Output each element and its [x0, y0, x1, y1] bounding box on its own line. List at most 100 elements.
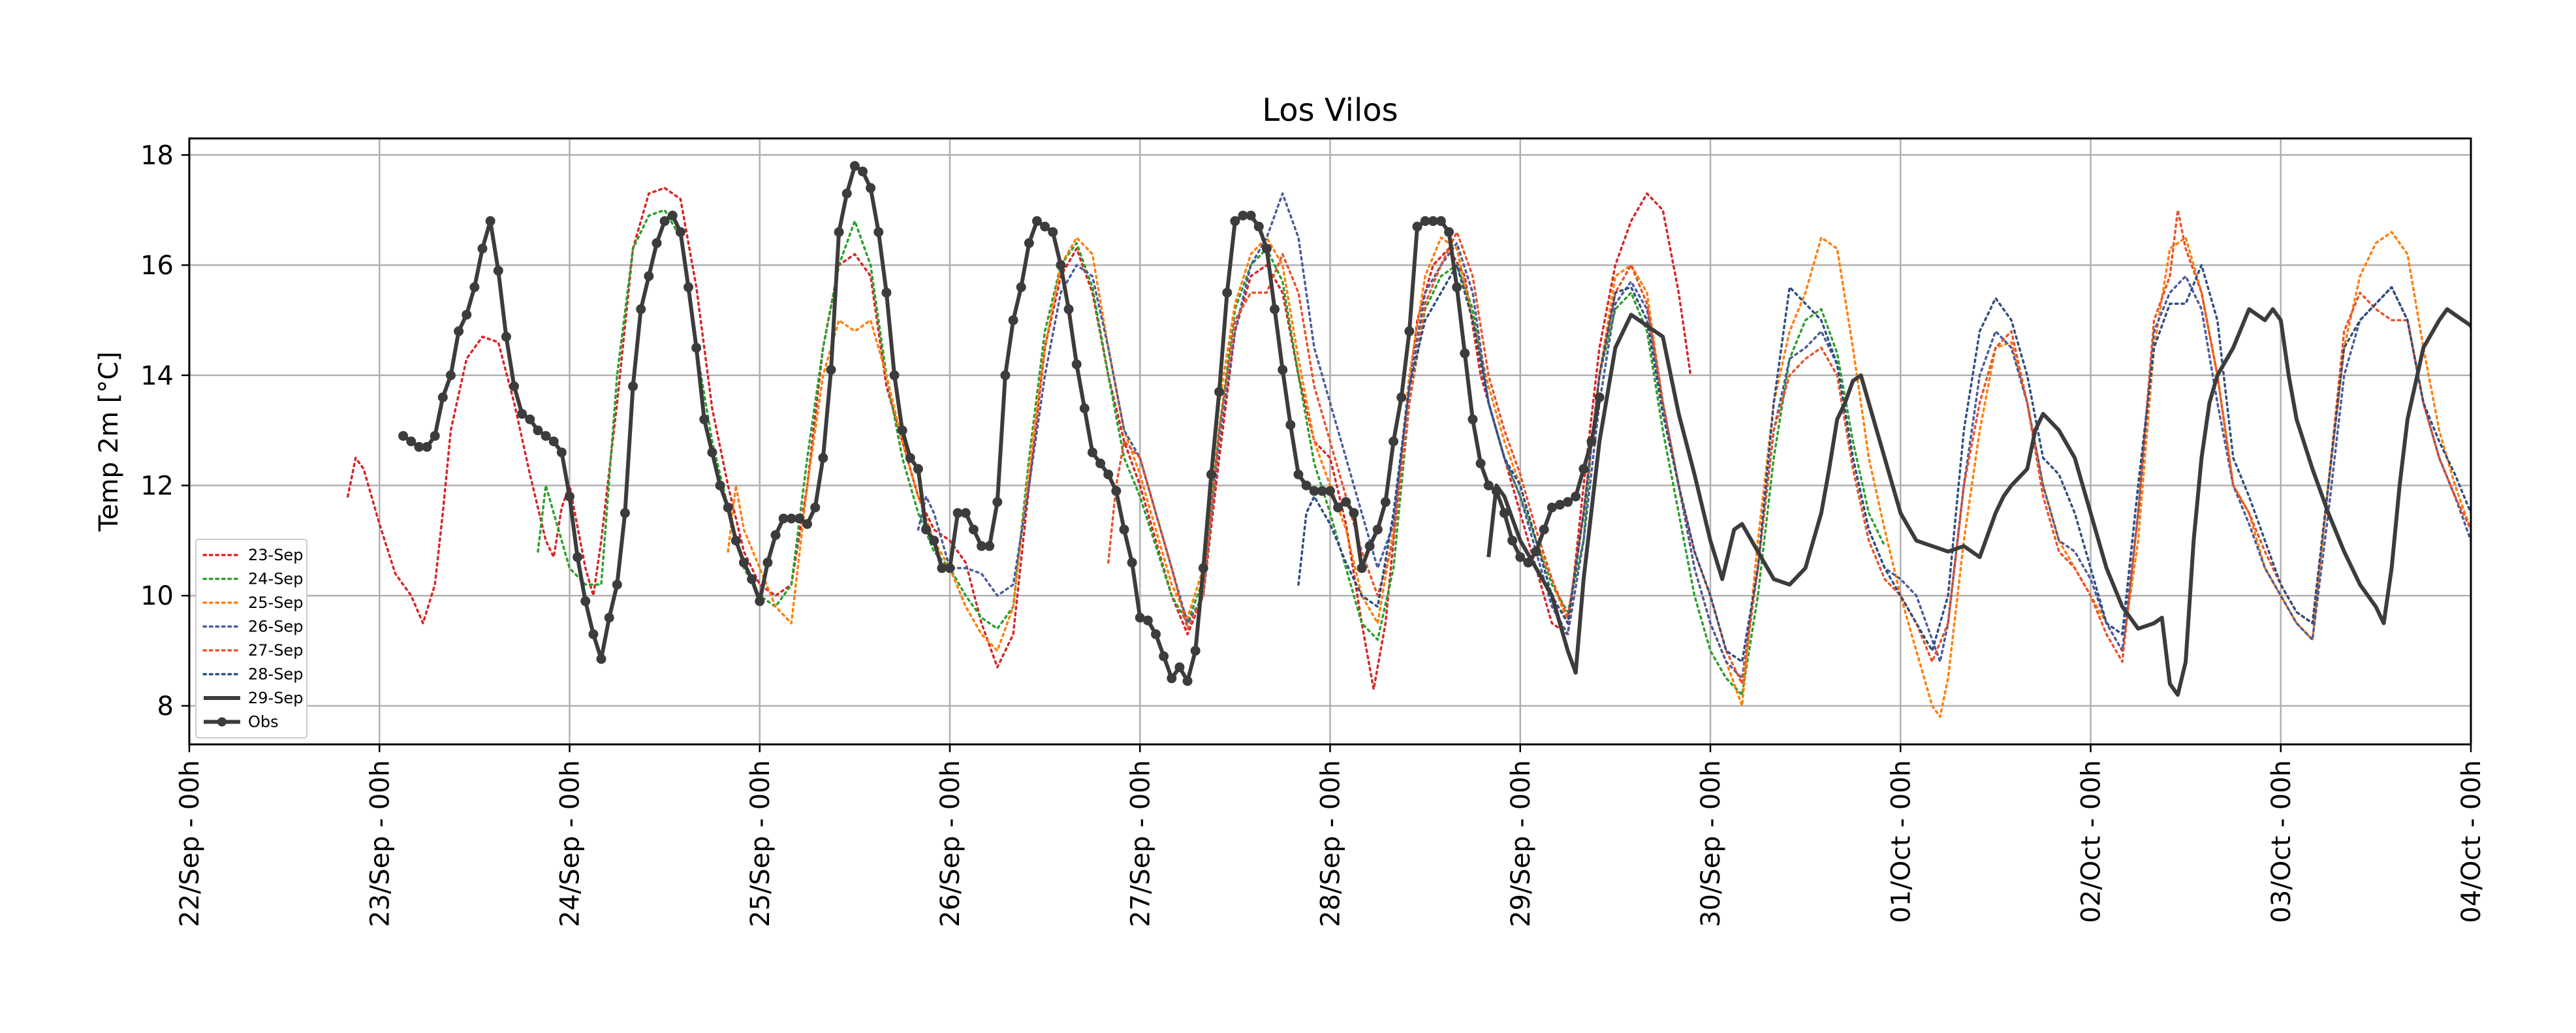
- obs-point: [1119, 524, 1129, 535]
- obs-point: [1008, 315, 1018, 325]
- obs-point: [477, 244, 488, 254]
- obs-point: [1111, 486, 1122, 496]
- legend: 23-Sep 24-Sep 25-Sep 26-Sep 27-Sep 28-Sep 29-S…: [195, 539, 307, 739]
- obs-point: [437, 392, 448, 403]
- obs-point: [1167, 673, 1177, 684]
- x-tick-label: 25/Sep - 00h: [746, 760, 776, 927]
- obs-point: [501, 332, 511, 342]
- obs-point: [541, 431, 551, 441]
- obs-point: [1389, 436, 1399, 447]
- obs-point: [723, 502, 733, 513]
- obs-point: [1293, 469, 1304, 480]
- obs-point: [604, 612, 614, 623]
- obs-point: [1428, 216, 1438, 227]
- obs-point: [866, 183, 876, 193]
- obs-point: [1357, 563, 1367, 573]
- legend-marker: [217, 717, 227, 727]
- obs-point: [691, 343, 702, 353]
- obs-point: [1261, 244, 1272, 254]
- obs-point: [1333, 502, 1343, 513]
- legend-label: 24-Sep: [248, 570, 303, 588]
- obs-point: [1491, 486, 1501, 496]
- legend-box: [195, 539, 307, 739]
- obs-point: [422, 441, 432, 452]
- obs-point: [1515, 552, 1526, 562]
- obs-point: [414, 441, 424, 452]
- obs-point: [1309, 486, 1319, 496]
- obs-point: [1040, 221, 1050, 232]
- obs-point: [556, 447, 567, 458]
- obs-point: [1214, 387, 1225, 397]
- x-tick-label: 23/Sep - 00h: [365, 760, 395, 927]
- obs-point: [1317, 486, 1327, 496]
- obs-point: [485, 216, 495, 227]
- obs-point: [398, 431, 409, 441]
- obs-point: [1507, 535, 1518, 546]
- obs-point: [462, 310, 472, 320]
- obs-point: [1452, 282, 1462, 293]
- obs-point: [873, 227, 884, 237]
- obs-point: [573, 552, 583, 562]
- obs-point: [1190, 646, 1201, 656]
- obs-point: [1182, 676, 1193, 686]
- obs-point: [493, 265, 503, 276]
- obs-point: [952, 508, 963, 518]
- obs-point: [1539, 524, 1549, 535]
- obs-point: [794, 513, 804, 524]
- obs-point: [1460, 348, 1470, 358]
- obs-point: [1444, 227, 1454, 237]
- x-tick-label: 01/Oct - 00h: [1886, 760, 1916, 923]
- x-axis: 22/Sep - 00h 23/Sep - 00h 24/Sep - 00h 25/S…: [175, 744, 2487, 927]
- obs-point: [897, 425, 907, 436]
- obs-point: [881, 287, 892, 298]
- obs-point: [548, 436, 559, 447]
- obs-point: [517, 409, 527, 419]
- obs-point: [469, 282, 480, 293]
- obs-point: [1554, 500, 1565, 510]
- legend-label: 28-Sep: [248, 665, 303, 684]
- obs-point: [1222, 287, 1233, 298]
- obs-point: [802, 519, 813, 530]
- obs-point: [1056, 260, 1066, 270]
- x-tick-label: 26/Sep - 00h: [935, 760, 966, 927]
- obs-point: [929, 535, 939, 546]
- obs-point: [937, 563, 947, 573]
- chart-title: Los Vilos: [1262, 92, 1398, 129]
- obs-point: [445, 370, 456, 381]
- obs-point: [778, 513, 789, 524]
- obs-point: [525, 414, 535, 424]
- obs-point: [826, 364, 836, 375]
- obs-point: [945, 563, 955, 573]
- obs-point: [1571, 491, 1581, 501]
- obs-point: [588, 629, 599, 639]
- y-axis-label: Temp 2m [°C]: [94, 351, 124, 532]
- obs-point: [1159, 651, 1169, 661]
- obs-point: [1325, 486, 1335, 496]
- obs-point: [1341, 497, 1351, 507]
- legend-label: 29-Sep: [248, 689, 303, 707]
- series-line-26-Sep: [917, 192, 2471, 680]
- obs-point: [1396, 392, 1407, 403]
- obs-point: [841, 188, 852, 199]
- obs-point: [1301, 480, 1312, 490]
- obs-point: [1547, 502, 1557, 513]
- obs-point: [659, 216, 670, 227]
- y-axis: 8 10 12 14 16 18: [140, 140, 189, 722]
- obs-point: [628, 381, 638, 392]
- obs-point: [1087, 447, 1097, 458]
- obs-point: [1270, 304, 1280, 315]
- obs-point: [1349, 508, 1359, 518]
- obs-point: [596, 654, 606, 664]
- legend-label: 27-Sep: [248, 641, 303, 660]
- obs-point: [652, 238, 662, 248]
- y-tick-label: 12: [140, 471, 174, 501]
- series-line-25-Sep: [727, 230, 2471, 718]
- obs-point: [960, 508, 971, 518]
- x-tick-label: 27/Sep - 00h: [1125, 760, 1155, 927]
- y-tick-label: 10: [140, 581, 174, 611]
- legend-label: Obs: [248, 713, 279, 731]
- obs-point: [1253, 221, 1264, 232]
- obs-point: [1174, 662, 1185, 673]
- obs-point: [1230, 216, 1240, 227]
- obs-point: [1278, 364, 1288, 375]
